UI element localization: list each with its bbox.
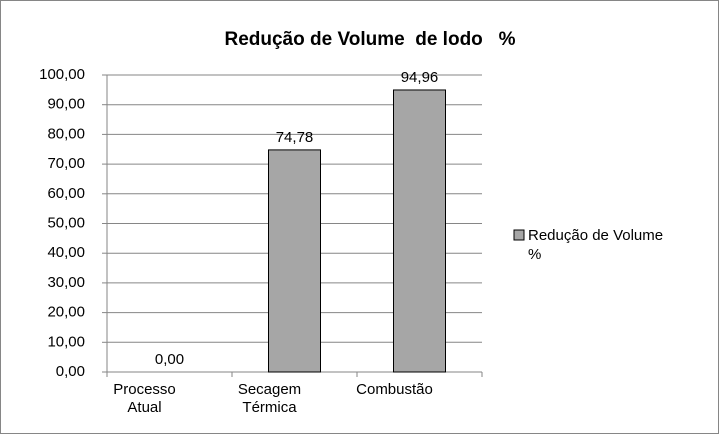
data-label: 0,00 xyxy=(155,351,184,368)
legend-swatch xyxy=(513,229,525,241)
y-tick-label: 0,00 xyxy=(56,363,85,380)
x-tick-label: Processo Atual xyxy=(113,381,176,416)
x-tick-label: Secagem Térmica xyxy=(238,381,301,416)
legend-label: Redução de Volume% xyxy=(528,227,663,263)
x-tick-label: Combustão xyxy=(356,381,433,398)
y-tick-label: 20,00 xyxy=(47,304,85,321)
y-tick-label: 30,00 xyxy=(47,274,85,291)
y-tick-label: 40,00 xyxy=(47,244,85,261)
y-tick-label: 60,00 xyxy=(47,185,85,202)
data-label: 74,78 xyxy=(276,129,314,146)
chart-title: Redução de Volume de lodo % xyxy=(224,29,515,50)
bar xyxy=(393,89,446,373)
bar xyxy=(268,149,321,373)
y-tick-label: 90,00 xyxy=(47,96,85,113)
y-tick-label: 50,00 xyxy=(47,214,85,231)
y-tick-label: 10,00 xyxy=(47,333,85,350)
y-tick-label: 100,00 xyxy=(39,66,85,83)
data-label: 94,96 xyxy=(401,69,439,86)
y-tick-label: 80,00 xyxy=(47,125,85,142)
y-tick-label: 70,00 xyxy=(47,155,85,172)
